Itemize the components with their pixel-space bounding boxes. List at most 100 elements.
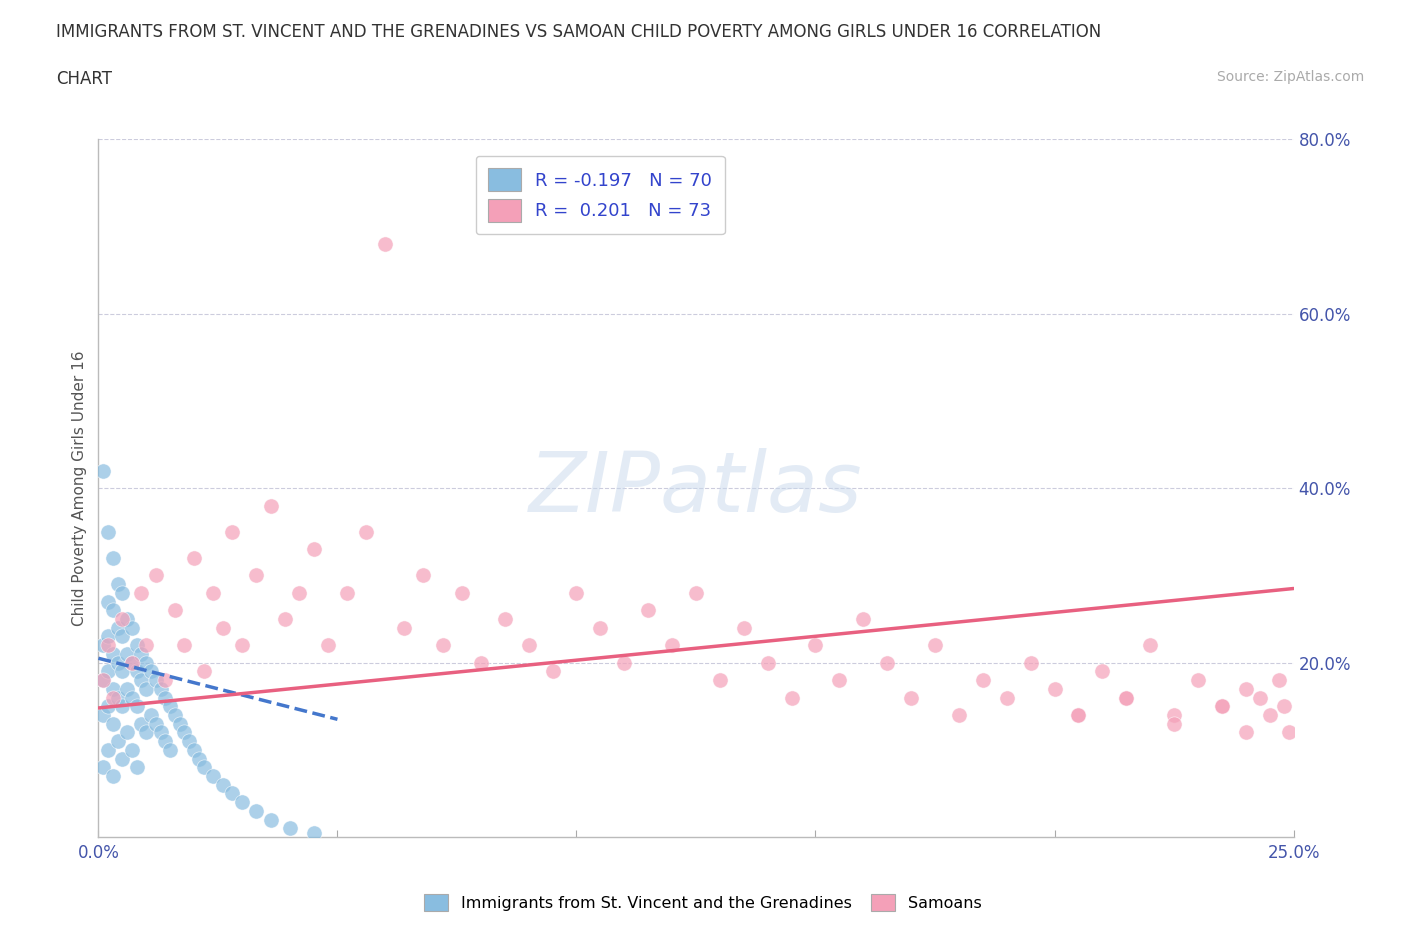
Point — [828, 672, 851, 687]
Point — [336, 586, 359, 601]
Point — [1268, 672, 1291, 687]
Point — [972, 672, 994, 687]
Point — [187, 751, 209, 766]
Point — [155, 672, 177, 687]
Point — [115, 646, 138, 661]
Point — [121, 690, 143, 705]
Point — [661, 638, 683, 653]
Point — [1234, 682, 1257, 697]
Point — [432, 638, 454, 653]
Point — [111, 698, 134, 713]
Point — [97, 698, 120, 713]
Point — [101, 646, 124, 661]
Point — [159, 698, 181, 713]
Point — [111, 629, 134, 644]
Point — [91, 638, 114, 653]
Point — [111, 586, 134, 601]
Point — [139, 708, 162, 723]
Point — [685, 586, 707, 601]
Point — [211, 777, 233, 792]
Point — [1234, 725, 1257, 740]
Point — [804, 638, 827, 653]
Point — [1115, 690, 1137, 705]
Legend: R = -0.197   N = 70, R =  0.201   N = 73: R = -0.197 N = 70, R = 0.201 N = 73 — [475, 155, 725, 234]
Point — [101, 603, 124, 618]
Point — [412, 568, 434, 583]
Point — [115, 682, 138, 697]
Point — [780, 690, 803, 705]
Point — [173, 638, 195, 653]
Point — [1249, 690, 1271, 705]
Point — [259, 812, 281, 827]
Point — [179, 734, 201, 749]
Point — [1211, 698, 1233, 713]
Point — [145, 716, 167, 731]
Point — [155, 734, 177, 749]
Point — [1163, 708, 1185, 723]
Point — [221, 525, 243, 539]
Point — [245, 568, 267, 583]
Point — [924, 638, 946, 653]
Text: CHART: CHART — [56, 70, 112, 87]
Point — [97, 594, 120, 609]
Point — [131, 716, 153, 731]
Point — [1139, 638, 1161, 653]
Point — [231, 638, 253, 653]
Point — [900, 690, 922, 705]
Point — [613, 656, 636, 671]
Point — [288, 586, 311, 601]
Point — [995, 690, 1018, 705]
Point — [1091, 664, 1114, 679]
Point — [107, 656, 129, 671]
Point — [316, 638, 339, 653]
Point — [115, 612, 138, 627]
Point — [245, 804, 267, 818]
Point — [302, 825, 325, 840]
Point — [145, 568, 167, 583]
Point — [1019, 656, 1042, 671]
Point — [1067, 708, 1090, 723]
Point — [91, 708, 114, 723]
Point — [91, 760, 114, 775]
Point — [97, 629, 120, 644]
Legend: Immigrants from St. Vincent and the Grenadines, Samoans: Immigrants from St. Vincent and the Gren… — [418, 887, 988, 917]
Point — [1115, 690, 1137, 705]
Point — [149, 682, 172, 697]
Point — [733, 620, 755, 635]
Point — [1043, 682, 1066, 697]
Point — [163, 603, 186, 618]
Point — [709, 672, 731, 687]
Point — [274, 612, 297, 627]
Point — [1272, 698, 1295, 713]
Point — [183, 551, 205, 565]
Point — [202, 768, 225, 783]
Point — [1211, 698, 1233, 713]
Point — [121, 620, 143, 635]
Point — [121, 742, 143, 757]
Point — [97, 525, 120, 539]
Point — [107, 620, 129, 635]
Point — [135, 656, 157, 671]
Point — [131, 586, 153, 601]
Point — [101, 768, 124, 783]
Point — [97, 742, 120, 757]
Point — [135, 725, 157, 740]
Point — [101, 690, 124, 705]
Point — [125, 698, 148, 713]
Point — [145, 672, 167, 687]
Point — [193, 664, 215, 679]
Point — [125, 638, 148, 653]
Point — [354, 525, 377, 539]
Point — [193, 760, 215, 775]
Point — [111, 664, 134, 679]
Point — [97, 664, 120, 679]
Point — [450, 586, 472, 601]
Point — [169, 716, 191, 731]
Text: IMMIGRANTS FROM ST. VINCENT AND THE GRENADINES VS SAMOAN CHILD POVERTY AMONG GIR: IMMIGRANTS FROM ST. VINCENT AND THE GREN… — [56, 23, 1101, 41]
Point — [202, 586, 225, 601]
Point — [125, 664, 148, 679]
Point — [394, 620, 416, 635]
Text: Source: ZipAtlas.com: Source: ZipAtlas.com — [1216, 70, 1364, 84]
Point — [1278, 725, 1301, 740]
Point — [111, 751, 134, 766]
